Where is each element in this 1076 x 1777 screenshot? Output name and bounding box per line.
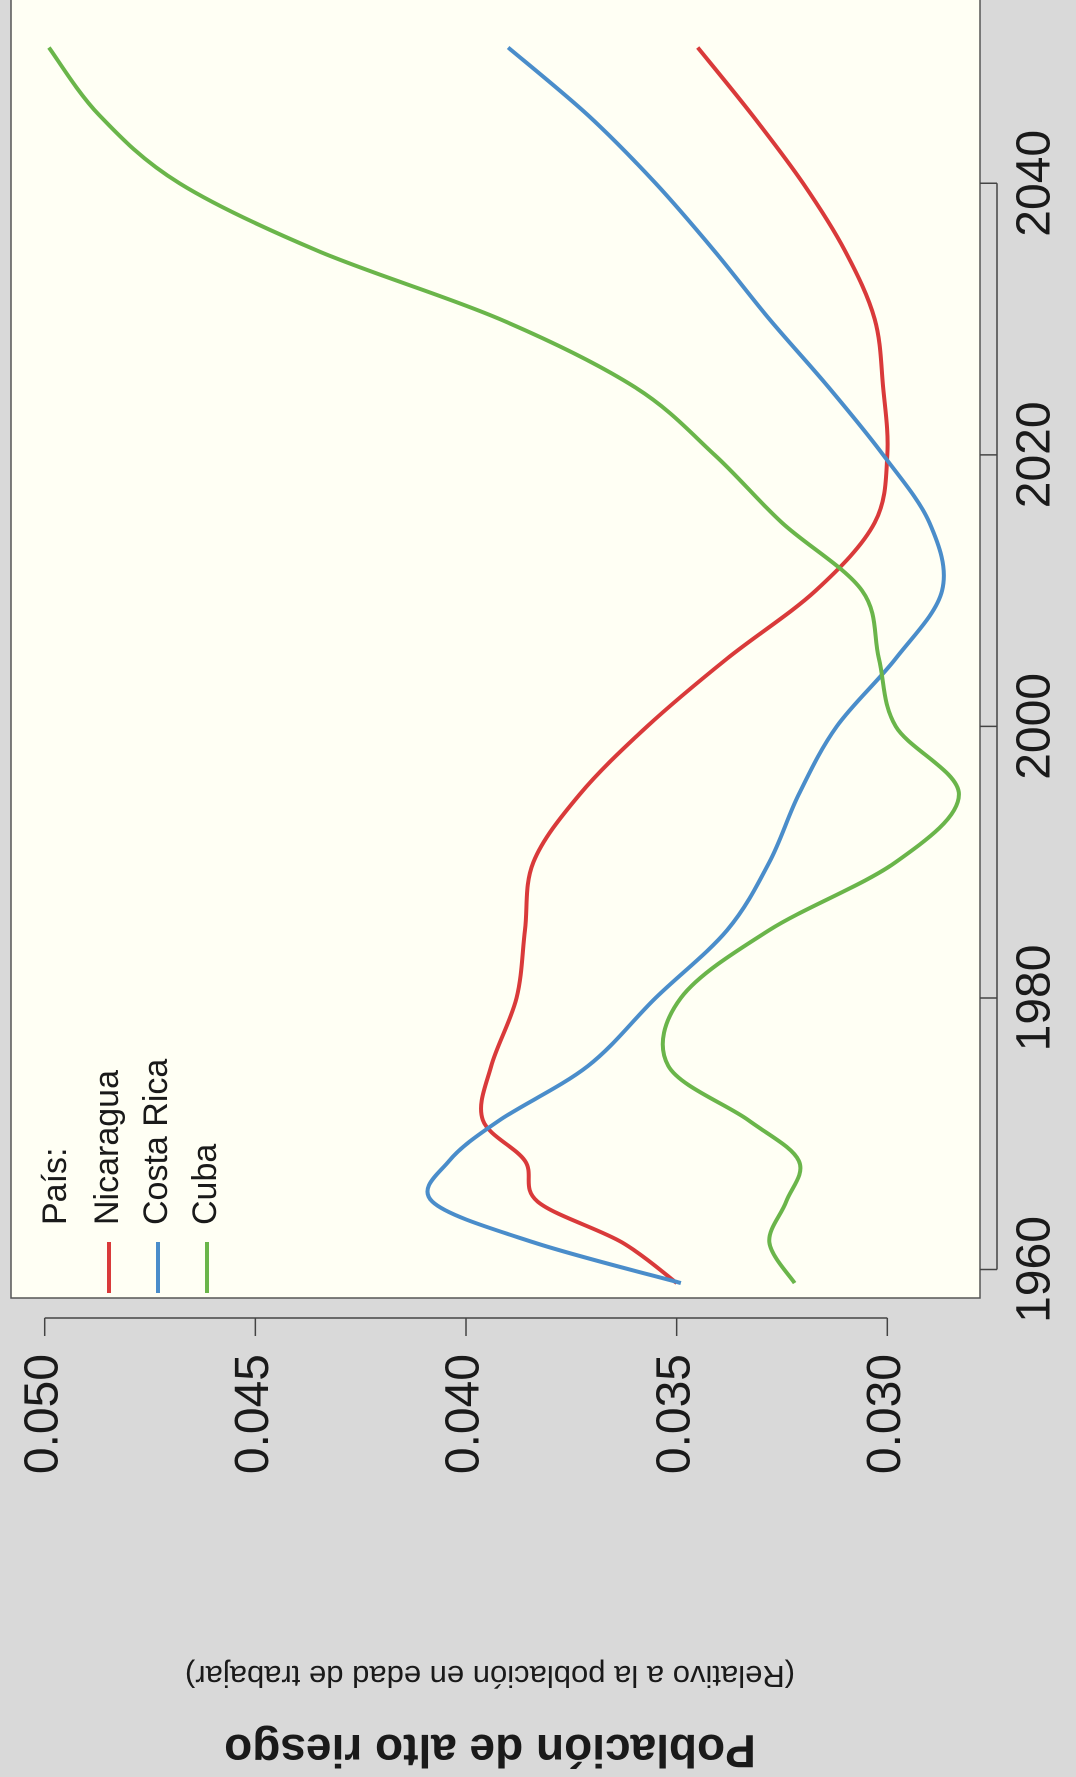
legend-label: Costa Rica (137, 1059, 175, 1225)
chart-title: Población de alto riesgo (224, 1725, 756, 1777)
x-tick-label: 2020 (1008, 401, 1061, 508)
legend-label: Nicaragua (88, 1070, 126, 1225)
legend-title: País: (36, 1148, 74, 1225)
series-line (479, 46, 890, 1285)
y-tick-label: 0.045 (226, 1354, 279, 1474)
y-tick-label: 0.050 (15, 1354, 68, 1474)
series-line (425, 45, 946, 1285)
x-tick-label: 2040 (1008, 130, 1061, 237)
plot-panel (10, 0, 981, 1299)
plot-area: Población de alto riesgo (Relativo a la … (10, 0, 1061, 1777)
x-tick-label: 2000 (1008, 673, 1061, 780)
y-tick-label: 0.030 (858, 1354, 911, 1474)
legend-label: Cuba (186, 1144, 224, 1225)
x-tick-label: 1980 (1008, 945, 1061, 1052)
y-tick-label: 0.040 (437, 1354, 490, 1474)
x-tick-label: 1960 (1008, 1216, 1061, 1323)
chart-subtitle: (Relativo a la población en edad de trab… (185, 1659, 795, 1694)
series-line (47, 46, 961, 1285)
y-tick-label: 0.035 (647, 1354, 700, 1474)
